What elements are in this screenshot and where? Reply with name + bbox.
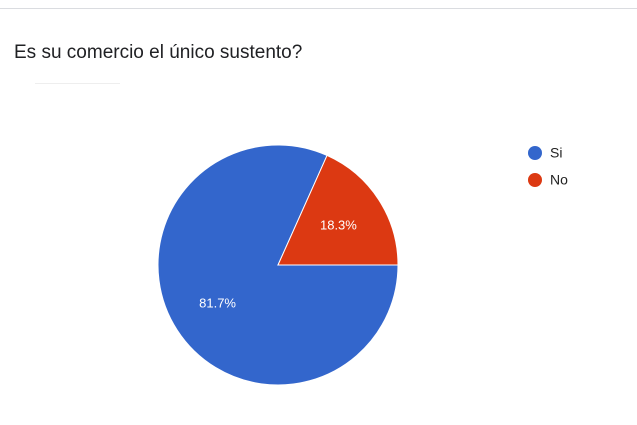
legend-marker (528, 173, 542, 187)
chart-title: Es su comercio el único sustento? (14, 42, 302, 63)
slice-label: 18.3% (320, 217, 357, 232)
legend-label: No (550, 172, 568, 188)
legend-marker (528, 146, 542, 160)
legend-label: Si (550, 145, 562, 161)
pie-slice (277, 154, 399, 266)
slice-label: 81.7% (199, 296, 236, 311)
